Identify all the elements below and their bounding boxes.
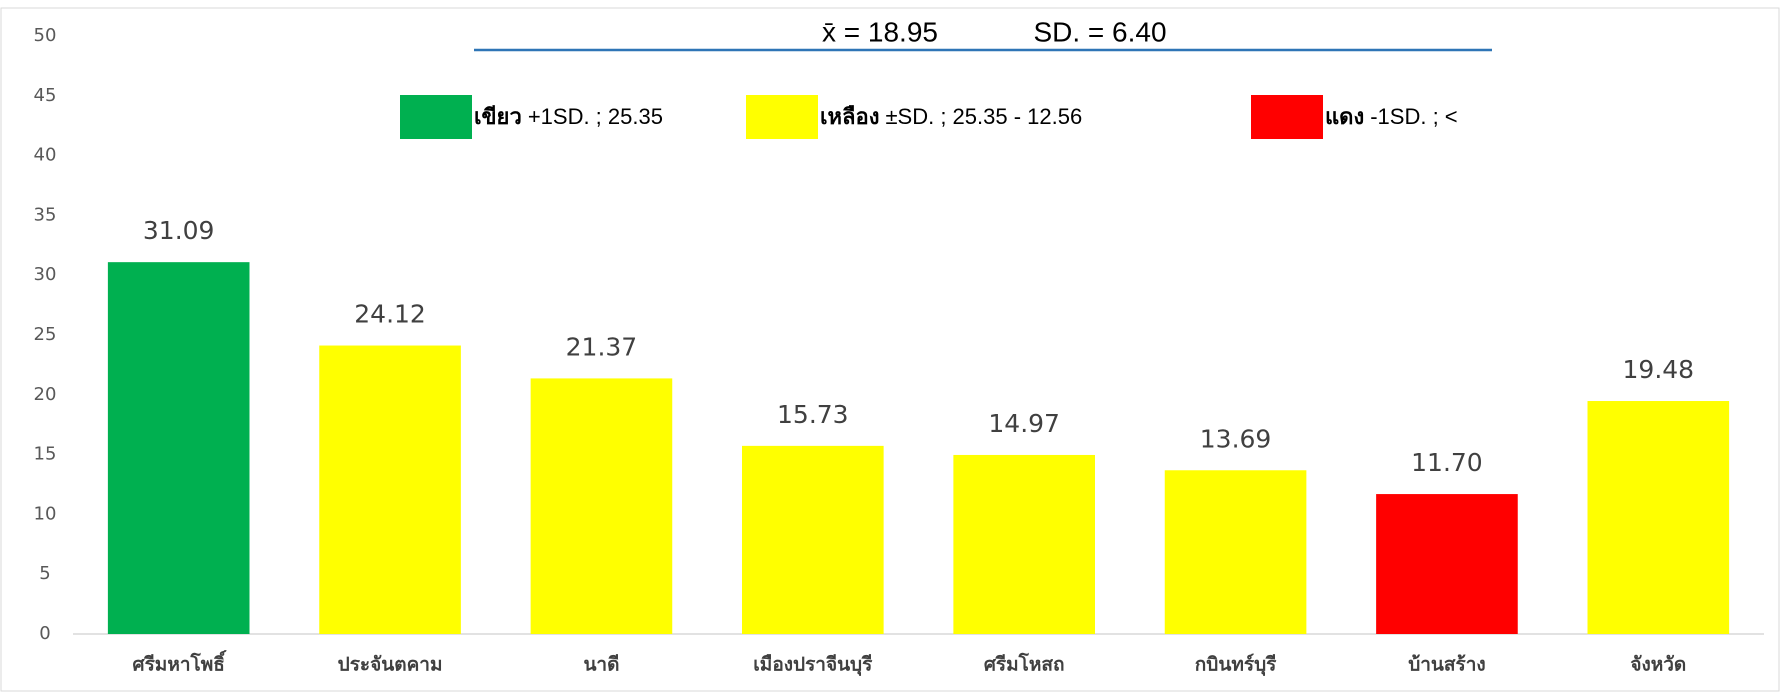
chart-frame [0, 7, 1780, 692]
x-tick-label: จังหวัด [1630, 654, 1686, 676]
legend-text: ±SD. ; 25.35 - 12.56 [885, 104, 1082, 129]
bar [107, 262, 250, 634]
x-tick-label: ศรีมโหสถ [984, 653, 1065, 676]
legend-label: แดง -1SD. ; < [1325, 104, 1458, 129]
y-tick-label: 25 [34, 324, 57, 345]
mean-annotation: x̄ = 18.95 [822, 16, 938, 47]
value-label: 13.69 [1200, 424, 1272, 453]
sd-annotation: SD. = 6.40 [1033, 16, 1166, 47]
legend-label: เขียว +1SD. ; 25.35 [474, 104, 663, 129]
value-label: 31.09 [143, 216, 215, 245]
value-label: 11.70 [1411, 448, 1483, 477]
bar [953, 454, 1095, 634]
value-label: 24.12 [354, 300, 426, 329]
bar [319, 345, 461, 634]
y-tick-label: 40 [34, 145, 57, 166]
value-label: 15.73 [777, 400, 849, 429]
bar [530, 378, 673, 634]
bar [1587, 401, 1730, 634]
value-label: 14.97 [988, 409, 1060, 438]
y-tick-label: 35 [34, 204, 57, 225]
y-tick-label: 20 [34, 384, 57, 405]
x-tick-label: นาดี [583, 654, 619, 676]
x-tick-label: กบินทร์บุรี [1195, 654, 1277, 677]
x-tick-label: บ้านสร้าง [1408, 654, 1485, 676]
legend-name: เหลือง [820, 104, 879, 129]
x-tick-label: ศรีมหาโพธิ์ [133, 650, 227, 676]
legend-label: เหลือง ±SD. ; 25.35 - 12.56 [820, 104, 1082, 129]
legend-swatch [400, 95, 472, 139]
legend-swatch [1251, 95, 1323, 139]
y-tick-label: 45 [34, 85, 57, 106]
value-label: 21.37 [566, 332, 638, 361]
y-tick-label: 30 [34, 264, 57, 285]
legend-swatch [746, 95, 818, 139]
value-label: 19.48 [1623, 355, 1695, 384]
bar [1376, 494, 1518, 634]
legend-name: เขียว [474, 104, 522, 129]
legend-name: แดง [1325, 104, 1364, 129]
y-tick-label: 0 [39, 623, 50, 644]
bar [742, 445, 884, 634]
x-tick-label: ประจันตคาม [338, 654, 443, 676]
y-tick-label: 15 [34, 444, 57, 465]
y-tick-label: 5 [39, 563, 50, 584]
x-tick-label: เมืองปราจีนบุรี [753, 654, 873, 677]
legend-text: -1SD. ; < [1370, 104, 1457, 129]
legend-text: +1SD. ; 25.35 [528, 104, 663, 129]
y-tick-label: 10 [34, 503, 57, 524]
y-tick-label: 50 [34, 25, 57, 46]
bar [1164, 470, 1307, 634]
